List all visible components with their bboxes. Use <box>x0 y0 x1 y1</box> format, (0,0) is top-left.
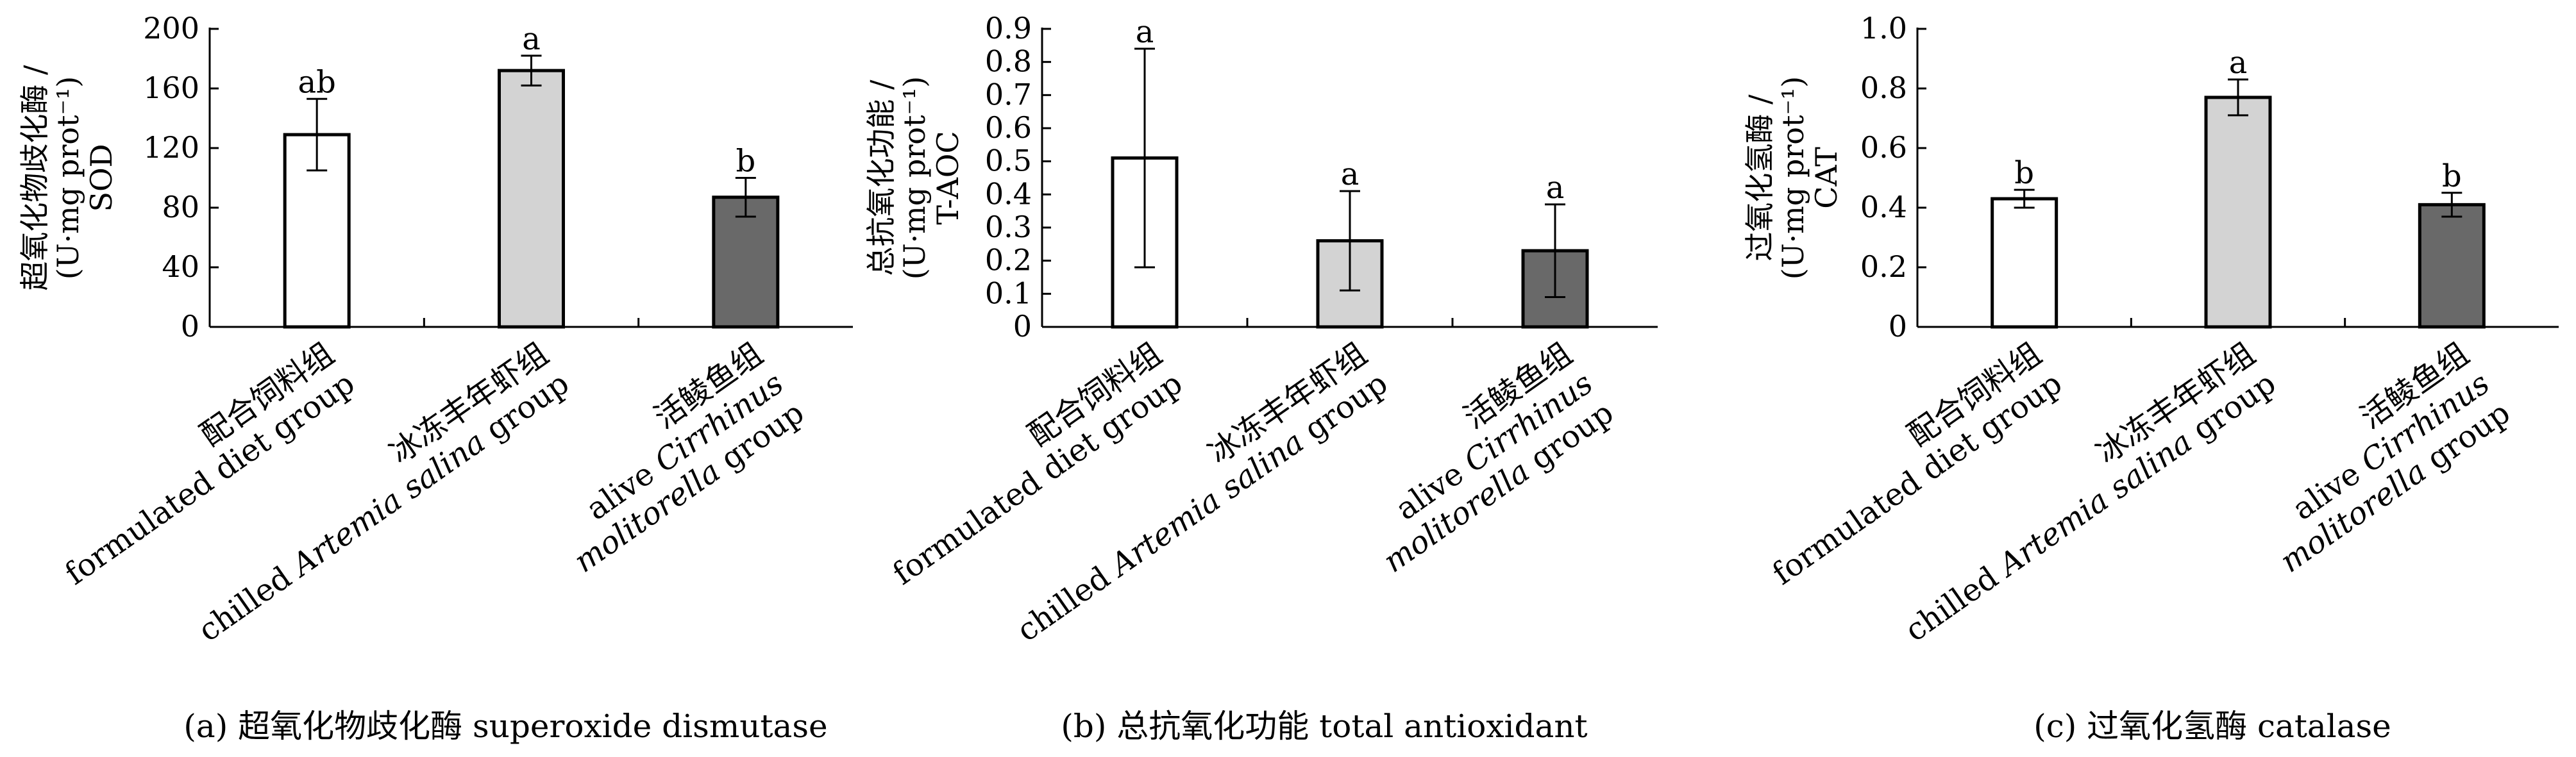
chart-panel-1: 0 40 80 120 160 200 超氧化物歧化酶 /(U·mg prot⁻¹)SOD a… <box>17 11 853 745</box>
chart-panel-2: 00.10.20.30.40.50.60.70.80.9 总抗氧化功能 /(U·m… <box>864 11 1658 745</box>
y-tick-label: 0.5 <box>985 144 1032 178</box>
bar <box>2418 203 2486 329</box>
panel-caption: (b) 总抗氧化功能 total antioxidant <box>1061 708 1587 745</box>
significance-label: ab <box>298 64 335 100</box>
x-category-label: 活鲮鱼组alive Cirrhinusmolitorella group <box>526 336 811 580</box>
y-axis-title-line: (U·mg prot⁻¹) <box>897 76 932 279</box>
y-tick-label: 0.9 <box>985 11 1032 46</box>
y-axis-title-line: 超氧化物歧化酶 / <box>17 65 52 291</box>
y-tick-label: 0.1 <box>985 276 1032 310</box>
x-category-label: 冰冻丰年虾组chilled Artemia salina group <box>171 336 575 649</box>
x-category-label: 冰冻丰年虾组chilled Artemia salina group <box>1878 336 2282 649</box>
x-category-label: 活鲮鱼组alive Cirrhinusmolitorella group <box>2232 336 2516 580</box>
significance-label: a <box>522 21 541 57</box>
y-tick-label: 0.6 <box>1860 130 1907 165</box>
y-tick-label: 0.8 <box>985 44 1032 79</box>
significance-label: b <box>2014 155 2034 191</box>
y-tick-label: 80 <box>162 190 199 224</box>
y-axis-title-line: T-AOC <box>930 131 965 224</box>
bar <box>2204 96 2272 329</box>
y-axis-title: 超氧化物歧化酶 /(U·mg prot⁻¹)SOD <box>17 65 119 291</box>
y-tick-label: 200 <box>143 11 199 46</box>
panel-caption: (a) 超氧化物歧化酶 superoxide dismutase <box>183 708 827 745</box>
significance-label: a <box>1546 170 1565 206</box>
y-axis-title-line: (U·mg prot⁻¹) <box>51 76 85 279</box>
y-tick-label: 0.3 <box>985 210 1032 244</box>
y-tick-label: 0 <box>1889 309 1907 344</box>
bar <box>1991 197 2058 329</box>
y-axis-title: 过氧化氢酶 /(U·mg prot⁻¹)CAT <box>1742 76 1844 279</box>
y-tick-label: 0.8 <box>1860 71 1907 105</box>
y-tick-label: 0.7 <box>985 77 1032 112</box>
x-category-label: 冰冻丰年虾组chilled Artemia salina group <box>990 336 1394 649</box>
y-axis-title-line: 过氧化氢酶 / <box>1742 94 1777 262</box>
y-tick-label: 0.4 <box>1860 190 1907 224</box>
significance-label: b <box>2442 158 2462 194</box>
y-tick-label: 0 <box>1013 309 1032 344</box>
significance-label: a <box>2229 45 2248 81</box>
panel-caption: (c) 过氧化氢酶 catalase <box>2033 708 2391 745</box>
y-axis-title: 总抗氧化功能 /(U·mg prot⁻¹)T-AOC <box>864 76 965 279</box>
significance-label: a <box>1136 14 1154 50</box>
significance-label: a <box>1341 156 1360 192</box>
y-axis-title-line: CAT <box>1809 147 1844 209</box>
y-tick-label: 160 <box>143 71 199 105</box>
bar <box>712 195 780 329</box>
y-tick-label: 0.2 <box>985 243 1032 278</box>
y-tick-label: 0.4 <box>985 176 1032 211</box>
y-tick-label: 40 <box>162 249 199 284</box>
y-axis-title-line: (U·mg prot⁻¹) <box>1776 76 1810 279</box>
y-tick-label: 0 <box>181 309 199 344</box>
y-axis-title-line: 总抗氧化功能 / <box>864 79 898 276</box>
y-axis-title-line: SOD <box>84 144 119 212</box>
y-tick-label: 1.0 <box>1860 11 1907 46</box>
y-tick-label: 0.2 <box>1860 249 1907 284</box>
y-tick-label: 0.6 <box>985 110 1032 145</box>
bar <box>498 69 565 329</box>
significance-label: b <box>736 144 755 179</box>
y-tick-label: 120 <box>143 130 199 165</box>
chart-panel-3: 0 0.2 0.4 0.6 0.8 1.0 过氧化氢酶 /(U·mg prot⁻¹)CAT b… <box>1742 11 2559 745</box>
